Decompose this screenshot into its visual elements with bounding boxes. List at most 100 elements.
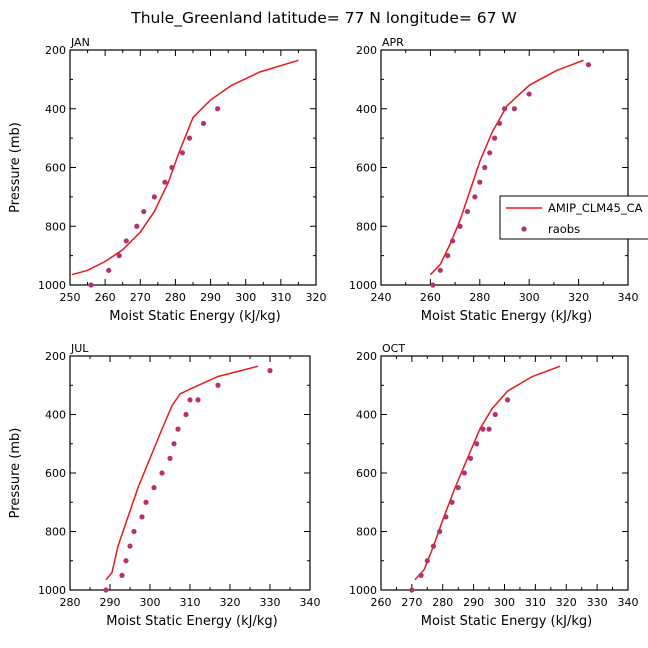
y-tick-label: 200 (45, 44, 66, 57)
x-tick-label: 320 (568, 291, 589, 304)
obs-point (143, 499, 149, 505)
y-tick-label: 600 (356, 162, 377, 175)
x-tick-label: 260 (371, 596, 392, 609)
plot-frame (69, 49, 317, 286)
obs-point (445, 253, 451, 259)
y-tick-label: 800 (45, 220, 66, 233)
plot-frame (69, 355, 311, 591)
x-tick-label: 340 (300, 596, 321, 609)
legend-box (499, 195, 648, 240)
obs-point (267, 368, 273, 374)
x-axis-label: Moist Static Energy (kJ/kg) (106, 614, 277, 629)
obs-point (151, 485, 157, 491)
x-tick-label: 250 (60, 291, 81, 304)
x-tick-label: 310 (270, 291, 291, 304)
obs-point (487, 150, 493, 156)
obs-point (455, 485, 461, 491)
obs-point (141, 208, 147, 215)
obs-point (139, 514, 145, 520)
obs-point (480, 426, 486, 432)
y-tick-label: 600 (356, 467, 377, 480)
x-tick-label: 280 (165, 291, 186, 304)
obs-point (195, 397, 201, 403)
y-tick-label: 1000 (349, 584, 377, 597)
x-tick-label: 280 (60, 596, 81, 609)
obs-point (486, 426, 492, 432)
panel-title: JUL (70, 342, 89, 355)
y-tick-label: 1000 (349, 279, 377, 292)
plot-frame (380, 355, 629, 591)
y-tick-label: 400 (356, 103, 377, 116)
y-tick-label: 200 (45, 350, 66, 363)
obs-point (159, 470, 165, 476)
obs-point (106, 267, 112, 273)
y-tick-label: 600 (45, 467, 66, 480)
model-series-line (71, 59, 299, 276)
obs-point (175, 426, 181, 432)
y-tick-label: 200 (356, 44, 377, 57)
obs-point (215, 382, 221, 388)
obs-point (123, 558, 129, 564)
panel-jul: JUL 280 290 300 310 320 330 340 200 400 600 800 1000… (8, 342, 321, 629)
x-tick-label: 260 (95, 291, 116, 304)
obs-point (167, 455, 173, 461)
obs-point (492, 411, 498, 418)
obs-point (151, 194, 157, 200)
obs-point (430, 543, 437, 549)
obs-point (477, 179, 483, 185)
obs-point (131, 528, 137, 535)
obs-point (501, 106, 508, 112)
panel-title: APR (382, 36, 404, 49)
obs-point (496, 120, 503, 127)
obs-point (187, 397, 193, 403)
obs-point (504, 397, 511, 403)
figure-title: Thule_Greenland latitude= 77 N longitude… (130, 9, 517, 28)
obs-point (467, 455, 474, 461)
obs-point (123, 238, 129, 244)
x-tick-label: 340 (618, 291, 639, 304)
obs-point (526, 91, 532, 97)
x-tick-label: 310 (525, 596, 546, 609)
obs-point (461, 470, 467, 476)
model-series-line (429, 59, 584, 276)
x-axis-label: Moist Static Energy (kJ/kg) (421, 614, 592, 629)
obs-point (424, 558, 430, 564)
obs-point (464, 208, 471, 215)
x-tick-label: 290 (100, 596, 121, 609)
panel-oct: OCT 260 270 280 290 300 310 320 330 340 200 400 600 8… (349, 342, 639, 629)
obs-point (127, 543, 133, 549)
obs-point (215, 106, 221, 112)
x-tick-label: 330 (260, 596, 281, 609)
obs-point (186, 135, 193, 141)
obs-point (409, 587, 415, 593)
y-tick-label: 400 (45, 409, 66, 422)
x-tick-label: 300 (494, 596, 515, 609)
obs-point (134, 223, 140, 229)
model-series-line (414, 365, 561, 581)
obs-point (179, 150, 186, 156)
obs-point (169, 164, 175, 171)
y-tick-label: 1000 (38, 279, 66, 292)
y-axis-label: Pressure (mb) (8, 122, 23, 213)
obs-point (472, 194, 478, 200)
y-tick-label: 600 (45, 162, 66, 175)
x-tick-label: 300 (140, 596, 161, 609)
x-tick-label: 290 (200, 291, 221, 304)
legend-model-label: AMIP_CLM45_CA (548, 201, 643, 215)
obs-point (183, 411, 189, 418)
y-tick-label: 800 (356, 526, 377, 539)
x-tick-label: 320 (556, 596, 577, 609)
obs-point (450, 238, 456, 244)
x-tick-label: 330 (587, 596, 608, 609)
obs-point (103, 587, 109, 593)
obs-point (482, 164, 488, 171)
panel-title: JAN (70, 36, 90, 49)
obs-point (88, 282, 94, 288)
x-tick-label: 290 (463, 596, 484, 609)
y-tick-label: 800 (45, 526, 66, 539)
obs-point (200, 120, 207, 127)
obs-point (418, 572, 424, 578)
y-tick-label: 400 (45, 103, 66, 116)
obs-point (492, 135, 498, 141)
